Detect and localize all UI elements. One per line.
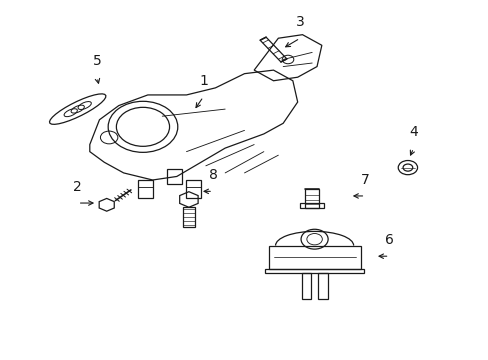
Text: 8: 8 [208, 168, 217, 183]
Text: 4: 4 [408, 125, 417, 139]
Text: 1: 1 [199, 74, 207, 88]
Text: 5: 5 [93, 54, 101, 68]
Text: 7: 7 [360, 173, 369, 187]
Text: 2: 2 [73, 180, 82, 194]
Text: 6: 6 [385, 233, 393, 247]
Text: 3: 3 [295, 15, 304, 30]
